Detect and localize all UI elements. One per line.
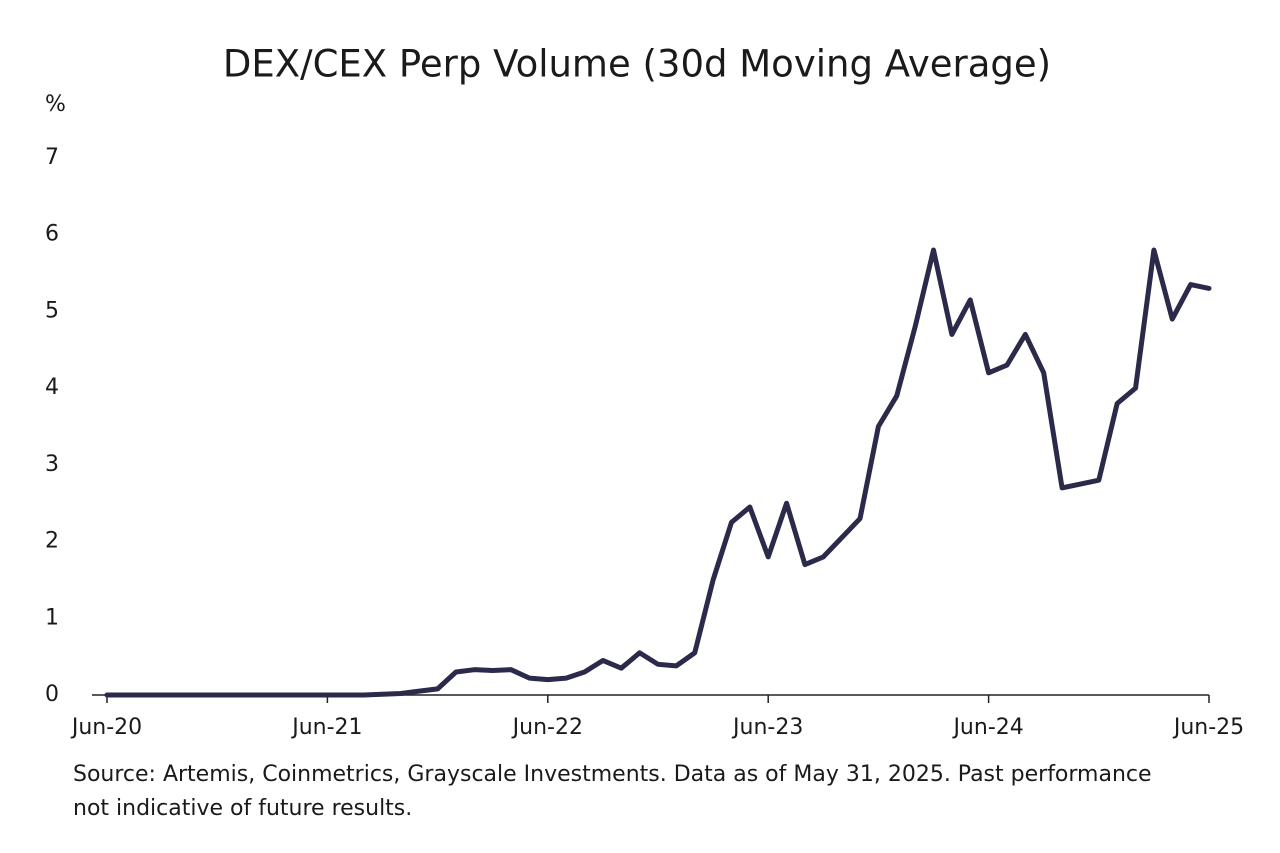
source-note: Source: Artemis, Coinmetrics, Grayscale …	[73, 762, 1152, 821]
y-tick-label: 4	[45, 375, 59, 400]
x-tick-label: Jun-22	[511, 715, 583, 740]
y-tick-label: 7	[45, 145, 59, 170]
x-tick-label: Jun-24	[951, 715, 1023, 740]
y-tick-label: 3	[45, 452, 59, 477]
x-tick-label: Jun-25	[1172, 715, 1244, 740]
y-tick-label: 2	[45, 529, 59, 554]
x-tick-label: Jun-21	[290, 715, 362, 740]
y-tick-label: 0	[45, 682, 59, 707]
x-tick-label: Jun-23	[731, 715, 803, 740]
x-tick-label: Jun-20	[70, 715, 142, 740]
y-axis-label: %	[45, 92, 66, 117]
y-tick-label: 1	[45, 605, 59, 630]
y-tick-label: 5	[45, 298, 59, 323]
data-line	[104, 247, 1212, 698]
chart-title: DEX/CEX Perp Volume (30d Moving Average)	[223, 43, 1051, 86]
y-tick-label: 6	[45, 222, 59, 247]
